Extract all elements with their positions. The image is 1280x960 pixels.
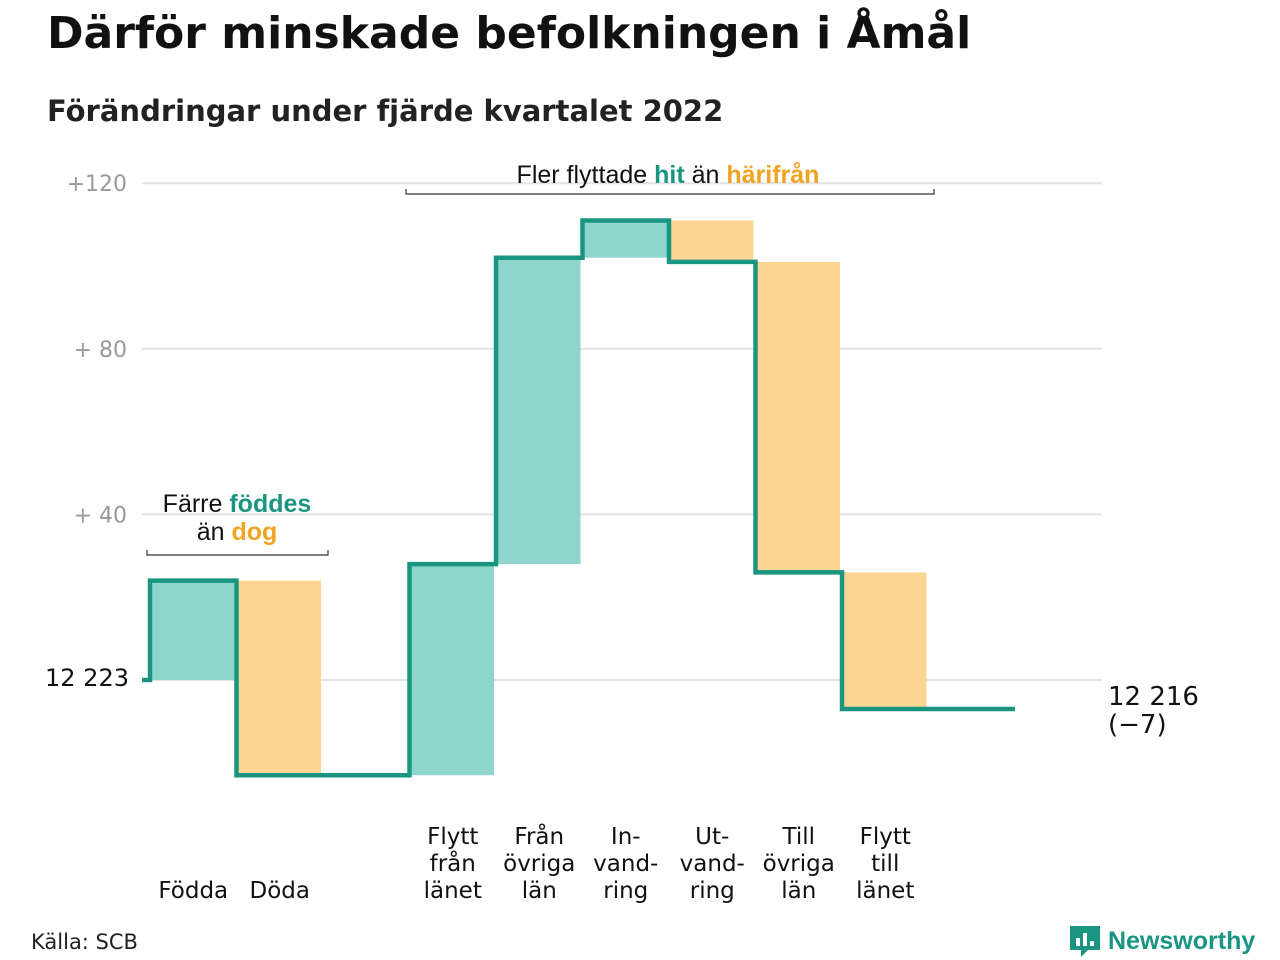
line-layer <box>142 218 1015 778</box>
annotation-natural-born: föddes <box>229 490 311 518</box>
waterfall-bar <box>498 257 581 565</box>
category-label: till <box>871 851 899 877</box>
annotation-natural-text-2: än <box>197 518 232 546</box>
annotation-natural: Färre föddes än dog <box>146 490 329 556</box>
waterfall-bar <box>238 580 321 776</box>
waterfall-bar <box>584 220 667 258</box>
newsworthy-logo-icon <box>1070 926 1100 957</box>
end-change-label: (−7) <box>1108 710 1167 740</box>
category-label: län <box>522 878 557 904</box>
category-label: ring <box>690 878 735 904</box>
svg-text:Färre föddes: Färre föddes <box>163 490 312 518</box>
bar-layer <box>152 220 927 776</box>
annotation-migration-text: Fler flyttade <box>517 161 655 189</box>
category-label: Ut- <box>695 824 729 850</box>
category-label: övriga <box>503 851 575 877</box>
y-tick-label: + 80 <box>74 338 127 363</box>
category-label: länet <box>856 878 914 904</box>
category-label: Flytt <box>860 824 911 850</box>
category-label: Från <box>514 822 564 850</box>
annotation-natural-bracket <box>146 550 329 556</box>
waterfall-bar <box>411 564 494 776</box>
category-label: vand- <box>680 851 745 877</box>
y-tick-label: +120 <box>67 172 127 197</box>
cumulative-step-line <box>142 218 1015 778</box>
category-label: vand- <box>593 851 658 877</box>
start-value-label: 12 223 <box>45 664 129 692</box>
category-label: från <box>430 849 476 877</box>
category-label: ring <box>603 878 648 904</box>
waterfall-bar <box>844 572 927 709</box>
page-title: Därför minskade befolkningen i Åmål <box>47 8 972 59</box>
category-label: Födda <box>158 878 228 904</box>
end-value-label: 12 216 <box>1108 682 1199 712</box>
category-label: Flytt <box>427 824 478 850</box>
category-label: länet <box>424 878 482 904</box>
annotation-migration-bracket <box>405 189 935 195</box>
page-subtitle: Förändringar under fjärde kvartalet 2022 <box>47 94 724 128</box>
annotation-natural-died: dog <box>231 518 277 546</box>
label-layer: Födda DödaFlyttfrånlänetFrånövrigalänIn-v… <box>158 822 914 904</box>
source-note: Källa: SCB <box>31 930 138 954</box>
svg-text:än dog: än dog <box>197 518 278 546</box>
y-tick-label: + 40 <box>74 503 127 528</box>
annotation-migration-hit: hit <box>654 161 685 189</box>
annotation-migration: Fler flyttade hit än härifrån <box>405 161 935 195</box>
waterfall-bar <box>152 580 235 680</box>
brand[interactable]: Newsworthy <box>1068 924 1255 958</box>
category-label: län <box>781 878 816 904</box>
waterfall-chart: + 40+ 80+120 Födda DödaFlyttfrånlänetFrån… <box>45 161 1199 904</box>
category-label: övriga <box>763 851 835 877</box>
category-label: In- <box>611 824 641 850</box>
annotation-natural-text: Färre <box>163 490 230 518</box>
category-label: Döda <box>250 878 310 904</box>
waterfall-bar <box>757 261 840 573</box>
category-label: Till <box>781 824 815 850</box>
annotation-migration-harifran: härifrån <box>726 161 819 189</box>
brand-name: Newsworthy <box>1108 926 1256 955</box>
svg-text:Fler flyttade hit än härifrån: Fler flyttade hit än härifrån <box>517 161 820 189</box>
annotation-migration-text-2: än <box>685 161 727 189</box>
waterfall-bar <box>671 220 754 262</box>
